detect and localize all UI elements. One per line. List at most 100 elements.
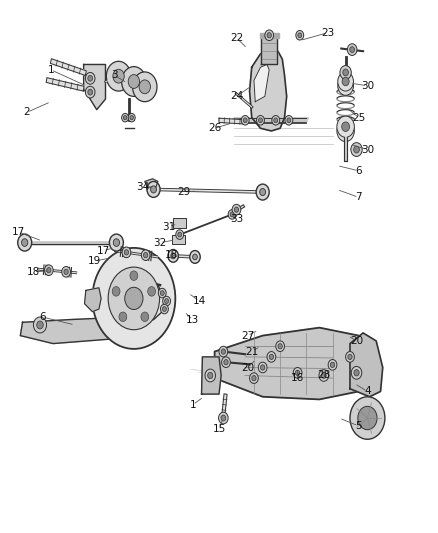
Circle shape: [171, 253, 176, 259]
Polygon shape: [232, 118, 308, 123]
Circle shape: [128, 114, 135, 122]
Polygon shape: [350, 333, 383, 397]
Circle shape: [252, 375, 256, 381]
Circle shape: [276, 341, 285, 352]
Circle shape: [125, 287, 143, 310]
Circle shape: [274, 118, 278, 123]
Text: 34: 34: [136, 182, 149, 192]
Circle shape: [130, 271, 138, 280]
Circle shape: [287, 118, 291, 123]
Circle shape: [160, 304, 168, 314]
Circle shape: [295, 370, 300, 375]
Text: 31: 31: [162, 222, 175, 232]
Polygon shape: [145, 179, 158, 188]
Circle shape: [267, 352, 276, 362]
Polygon shape: [46, 78, 84, 91]
Circle shape: [124, 249, 129, 255]
Circle shape: [85, 72, 95, 84]
Circle shape: [351, 367, 362, 379]
Text: 18: 18: [27, 267, 40, 277]
Circle shape: [158, 288, 166, 298]
Text: 16: 16: [291, 373, 304, 383]
Circle shape: [234, 207, 239, 212]
Text: 21: 21: [245, 346, 258, 357]
Circle shape: [178, 232, 182, 237]
Circle shape: [342, 126, 350, 136]
Circle shape: [258, 362, 267, 373]
Text: 32: 32: [153, 238, 167, 247]
Text: 6: 6: [355, 166, 362, 176]
Circle shape: [347, 44, 357, 55]
Circle shape: [176, 230, 184, 239]
Circle shape: [342, 122, 350, 132]
Text: 24: 24: [230, 91, 243, 101]
Circle shape: [108, 267, 159, 330]
Circle shape: [88, 89, 92, 95]
Circle shape: [350, 397, 385, 439]
Circle shape: [147, 181, 160, 197]
Circle shape: [232, 204, 241, 215]
Text: 26: 26: [208, 123, 221, 133]
Circle shape: [330, 362, 335, 368]
Text: 6: 6: [39, 312, 46, 322]
Circle shape: [256, 184, 269, 200]
Circle shape: [46, 268, 51, 273]
Circle shape: [62, 266, 71, 277]
Text: 20: 20: [241, 362, 254, 373]
Text: 2: 2: [24, 107, 30, 117]
Circle shape: [258, 118, 262, 123]
Polygon shape: [112, 280, 164, 322]
Text: 1: 1: [190, 400, 196, 410]
Circle shape: [219, 346, 228, 357]
Text: 28: 28: [317, 370, 330, 381]
Circle shape: [119, 312, 127, 321]
Circle shape: [340, 66, 351, 79]
Text: 19: 19: [88, 256, 101, 266]
Circle shape: [18, 234, 32, 251]
Circle shape: [224, 360, 228, 365]
Circle shape: [354, 146, 359, 153]
Circle shape: [208, 372, 213, 378]
Circle shape: [230, 212, 234, 217]
Circle shape: [260, 189, 265, 196]
Circle shape: [85, 86, 95, 98]
Circle shape: [110, 234, 124, 251]
Circle shape: [205, 369, 215, 382]
Circle shape: [122, 114, 129, 122]
Polygon shape: [250, 49, 287, 131]
Circle shape: [219, 412, 228, 424]
Circle shape: [122, 67, 146, 96]
Circle shape: [241, 116, 249, 125]
Circle shape: [144, 253, 148, 258]
Circle shape: [351, 143, 362, 157]
Text: 18: 18: [164, 250, 177, 260]
Circle shape: [162, 306, 166, 311]
Circle shape: [113, 69, 124, 83]
Circle shape: [350, 47, 355, 53]
Circle shape: [162, 296, 170, 306]
Circle shape: [272, 116, 280, 125]
Circle shape: [228, 209, 236, 219]
Text: 14: 14: [193, 296, 206, 306]
Circle shape: [33, 317, 46, 333]
Circle shape: [337, 116, 354, 138]
Circle shape: [221, 415, 226, 421]
Polygon shape: [50, 59, 86, 76]
Polygon shape: [222, 394, 227, 416]
Circle shape: [285, 116, 293, 125]
Polygon shape: [84, 64, 106, 110]
Circle shape: [141, 250, 150, 261]
Text: 27: 27: [241, 330, 254, 341]
Text: 23: 23: [321, 28, 335, 38]
Circle shape: [337, 120, 354, 142]
Polygon shape: [254, 64, 269, 102]
Circle shape: [328, 360, 337, 370]
Circle shape: [265, 30, 274, 41]
Circle shape: [250, 373, 258, 383]
Text: 25: 25: [352, 112, 365, 123]
Circle shape: [269, 354, 274, 360]
Circle shape: [165, 298, 169, 303]
Circle shape: [222, 357, 230, 368]
Text: 20: 20: [350, 336, 363, 346]
Circle shape: [267, 33, 272, 38]
